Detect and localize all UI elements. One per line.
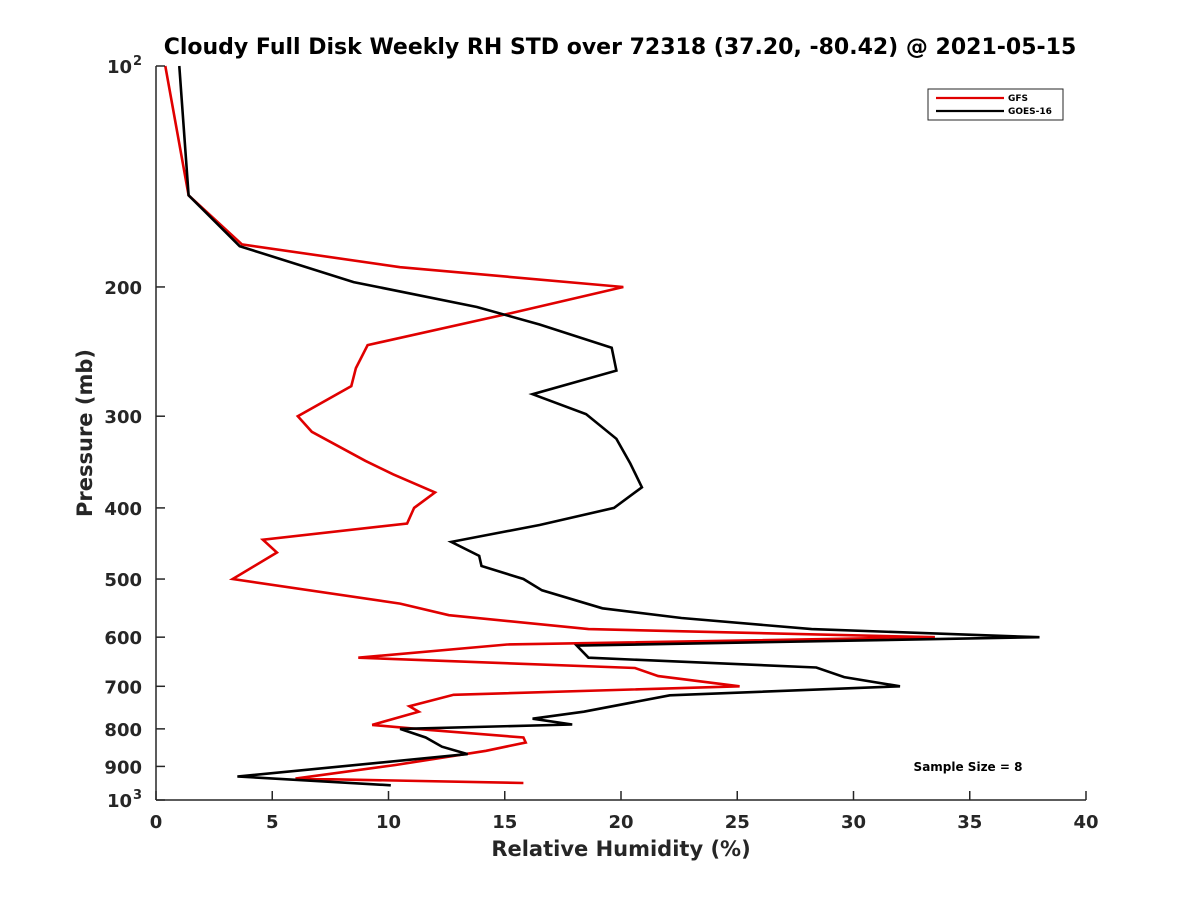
x-tick-label: 0	[150, 812, 163, 833]
x-axis-ticks: 0 5 10 15 20 25 30 35 40	[150, 791, 1099, 833]
x-tick-label: 35	[957, 812, 982, 833]
y-tick-label: 200	[104, 278, 142, 299]
y-tick-label: 300	[104, 407, 142, 428]
y-tick-label: 800	[104, 720, 142, 741]
series-layer	[164, 65, 1040, 787]
x-axis-label: Relative Humidity (%)	[491, 837, 750, 861]
sample-size-annotation: Sample Size = 8	[914, 760, 1023, 774]
y-tick-label: 10	[107, 57, 132, 78]
legend-gfs-label: GFS	[1008, 94, 1028, 104]
y-axis-label: Pressure (mb)	[73, 349, 97, 517]
y-tick-exponent: 3	[133, 788, 142, 803]
x-tick-label: 10	[376, 812, 401, 833]
y-tick-label: 10	[107, 791, 132, 812]
x-tick-label: 40	[1073, 812, 1098, 833]
legend: GFS GOES-16	[927, 88, 1064, 121]
x-tick-label: 15	[492, 812, 517, 833]
legend-box	[927, 88, 1064, 121]
y-tick-label: 900	[104, 757, 142, 778]
y-tick-label: 700	[104, 677, 142, 698]
y-tick-exponent: 2	[133, 54, 142, 69]
x-tick-label: 30	[841, 812, 866, 833]
y-tick-label: 600	[104, 628, 142, 649]
series-line-goes-16	[178, 65, 1040, 787]
x-tick-label: 20	[608, 812, 633, 833]
x-tick-label: 5	[266, 812, 279, 833]
x-tick-label: 25	[725, 812, 750, 833]
y-tick-label: 500	[104, 570, 142, 591]
legend-goes16-label: GOES-16	[1008, 107, 1052, 117]
y-tick-label: 400	[104, 499, 142, 520]
plot-area: 0 5 10 15 20 25 30 35 40 10 220030040050060070080…	[104, 54, 1098, 833]
chart-title: Cloudy Full Disk Weekly RH STD over 7231…	[164, 35, 1077, 60]
